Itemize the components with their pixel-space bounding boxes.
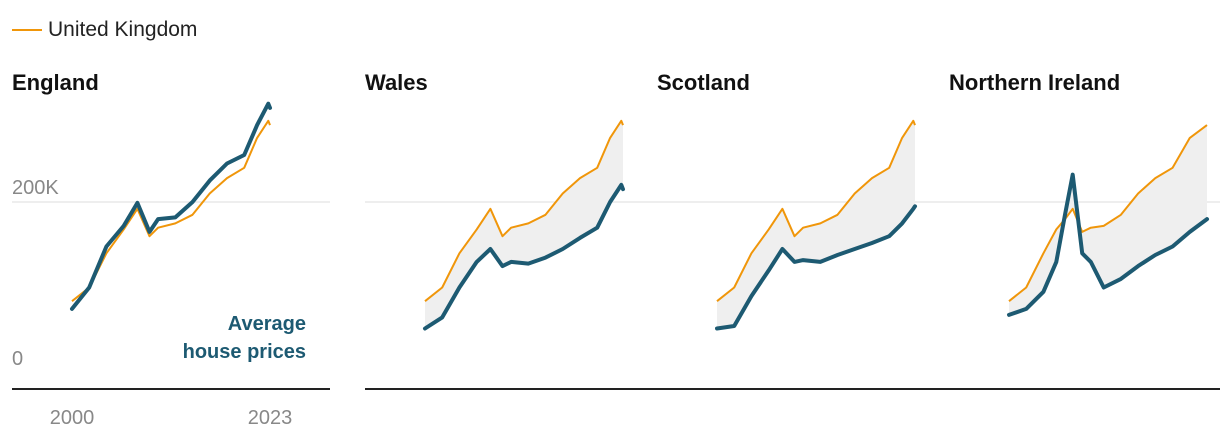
region-line-england bbox=[70, 101, 272, 311]
legend: United Kingdom bbox=[12, 16, 197, 44]
panel-title-wales: Wales bbox=[365, 70, 428, 95]
legend-label: United Kingdom bbox=[48, 18, 198, 41]
panel-title-england: England bbox=[12, 70, 99, 95]
y-tick-label-200k: 200K bbox=[12, 177, 59, 199]
annotation-line-2: house prices bbox=[182, 341, 306, 363]
panel-title-northern-ireland: Northern Ireland bbox=[949, 70, 1121, 95]
region-line-northern-ireland bbox=[1007, 172, 1209, 317]
legend-line-swatch bbox=[12, 29, 42, 31]
chart-annotation: Average house prices bbox=[183, 310, 306, 366]
y-tick-label-0: 0 bbox=[12, 348, 23, 370]
uk-line-scotland bbox=[716, 119, 916, 302]
x-tick-label-2000: 2000 bbox=[50, 407, 95, 429]
region-line-scotland bbox=[715, 204, 917, 331]
annotation-line-1: Average bbox=[227, 313, 306, 335]
uk-line-wales bbox=[424, 119, 624, 302]
uk-line-northern-ireland bbox=[1008, 124, 1208, 302]
uk-line-england bbox=[71, 119, 271, 302]
x-tick-label-2023: 2023 bbox=[248, 407, 293, 429]
region-line-wales bbox=[423, 182, 625, 331]
panel-title-scotland: Scotland bbox=[657, 70, 750, 95]
